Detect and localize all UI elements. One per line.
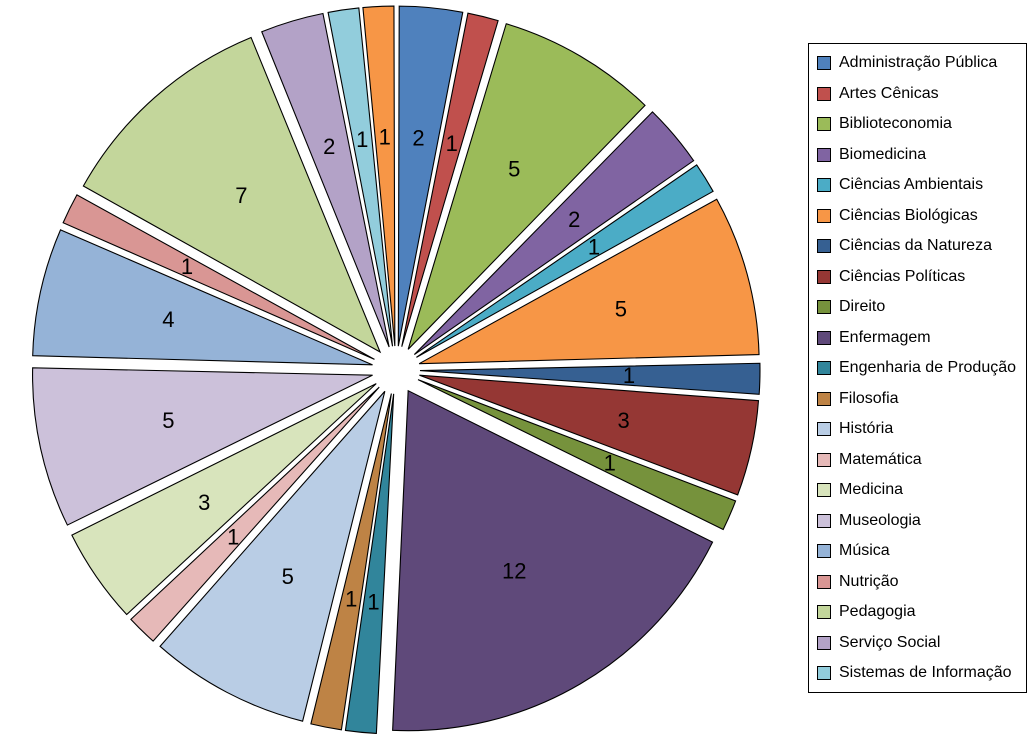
svg-text:5: 5 bbox=[282, 564, 294, 589]
svg-text:12: 12 bbox=[502, 558, 526, 583]
svg-text:2: 2 bbox=[412, 126, 424, 151]
svg-text:1: 1 bbox=[181, 254, 193, 279]
svg-text:1: 1 bbox=[588, 235, 600, 260]
svg-text:1: 1 bbox=[623, 363, 635, 388]
svg-text:1: 1 bbox=[356, 127, 368, 152]
svg-text:1: 1 bbox=[379, 125, 391, 150]
svg-text:1: 1 bbox=[227, 524, 239, 549]
svg-text:5: 5 bbox=[615, 296, 627, 321]
svg-text:1: 1 bbox=[367, 590, 379, 615]
svg-text:3: 3 bbox=[198, 490, 210, 515]
svg-text:5: 5 bbox=[162, 408, 174, 433]
svg-text:1: 1 bbox=[604, 451, 616, 476]
svg-text:5: 5 bbox=[508, 157, 520, 182]
svg-text:3: 3 bbox=[617, 408, 629, 433]
svg-text:7: 7 bbox=[235, 183, 247, 208]
svg-text:4: 4 bbox=[162, 307, 174, 332]
svg-text:2: 2 bbox=[323, 134, 335, 159]
svg-text:2: 2 bbox=[568, 207, 580, 232]
svg-text:1: 1 bbox=[446, 131, 458, 156]
svg-text:1: 1 bbox=[345, 586, 357, 611]
